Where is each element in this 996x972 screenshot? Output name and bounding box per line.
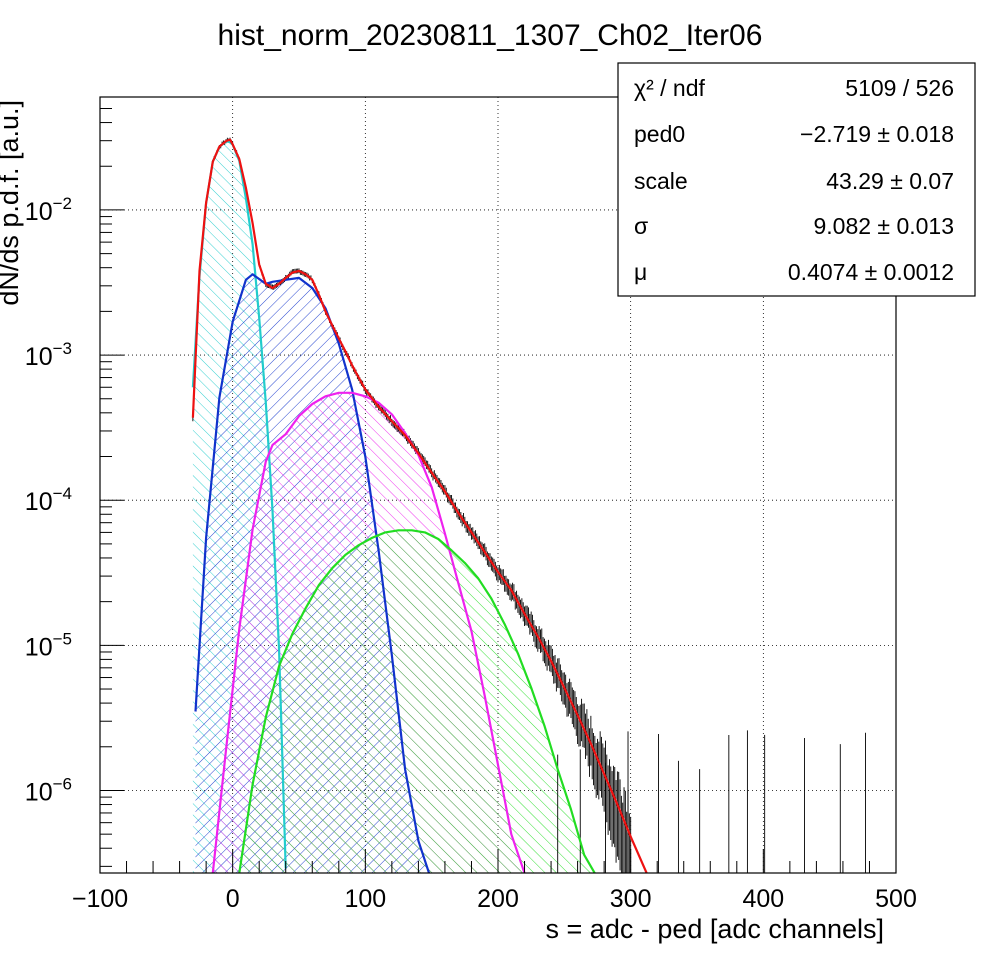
y-tick-label: 10−5: [25, 629, 72, 661]
y-axis-title: dN/ds p.d.f. [a.u.]: [0, 100, 24, 306]
stat-value-scale: 43.29 ± 0.07: [826, 168, 954, 194]
y-tick-label: 10−2: [25, 194, 72, 226]
x-axis-title: s = adc - ped [adc channels]: [546, 914, 884, 944]
x-tick-label: 0: [226, 885, 240, 913]
x-tick-label: −100: [72, 885, 128, 913]
three-pe-peak-curve: [238, 529, 596, 873]
stat-label-ped0: ped0: [634, 121, 685, 147]
stat-label-sigma: σ: [634, 213, 648, 239]
fit-curves: [191, 138, 648, 873]
total-fit-curve: [191, 138, 648, 873]
stat-value-chi2: 5109 / 526: [845, 75, 954, 101]
y-tick-label: 10−6: [25, 774, 72, 806]
x-tick-label: 300: [610, 885, 652, 913]
three-pe-peak-fill: [239, 530, 598, 873]
one-pe-peak-curve: [194, 273, 431, 873]
x-tick-label: 500: [875, 885, 917, 913]
x-tick-label: 400: [742, 885, 784, 913]
stat-value-sigma: 9.082 ± 0.013: [813, 213, 954, 239]
fit-statistics-box: χ² / ndf 5109 / 526 ped0 −2.719 ± 0.018 …: [617, 62, 976, 297]
y-tick-label: 10−4: [25, 484, 72, 516]
stat-value-ped0: −2.719 ± 0.018: [800, 121, 954, 147]
stat-label-chi2: χ² / ndf: [634, 75, 705, 101]
x-tick-label: 200: [477, 885, 519, 913]
stats-box-frame: [617, 62, 976, 297]
stat-label-mu: μ: [634, 259, 647, 285]
hatched-component-fills: [192, 141, 598, 873]
x-tick-label: 100: [344, 885, 386, 913]
stat-label-scale: scale: [634, 168, 688, 194]
axis-ticks: −100 0 100 200 300 400 500 10−6 10−5 10−4 10−3 10−2: [25, 96, 917, 913]
stat-value-mu: 0.4074 ± 0.0012: [788, 259, 954, 285]
two-pe-peak-curve: [211, 391, 526, 873]
chart-title: hist_norm_20230811_1307_Ch02_Iter06: [218, 19, 763, 52]
y-tick-label: 10−3: [25, 339, 72, 371]
